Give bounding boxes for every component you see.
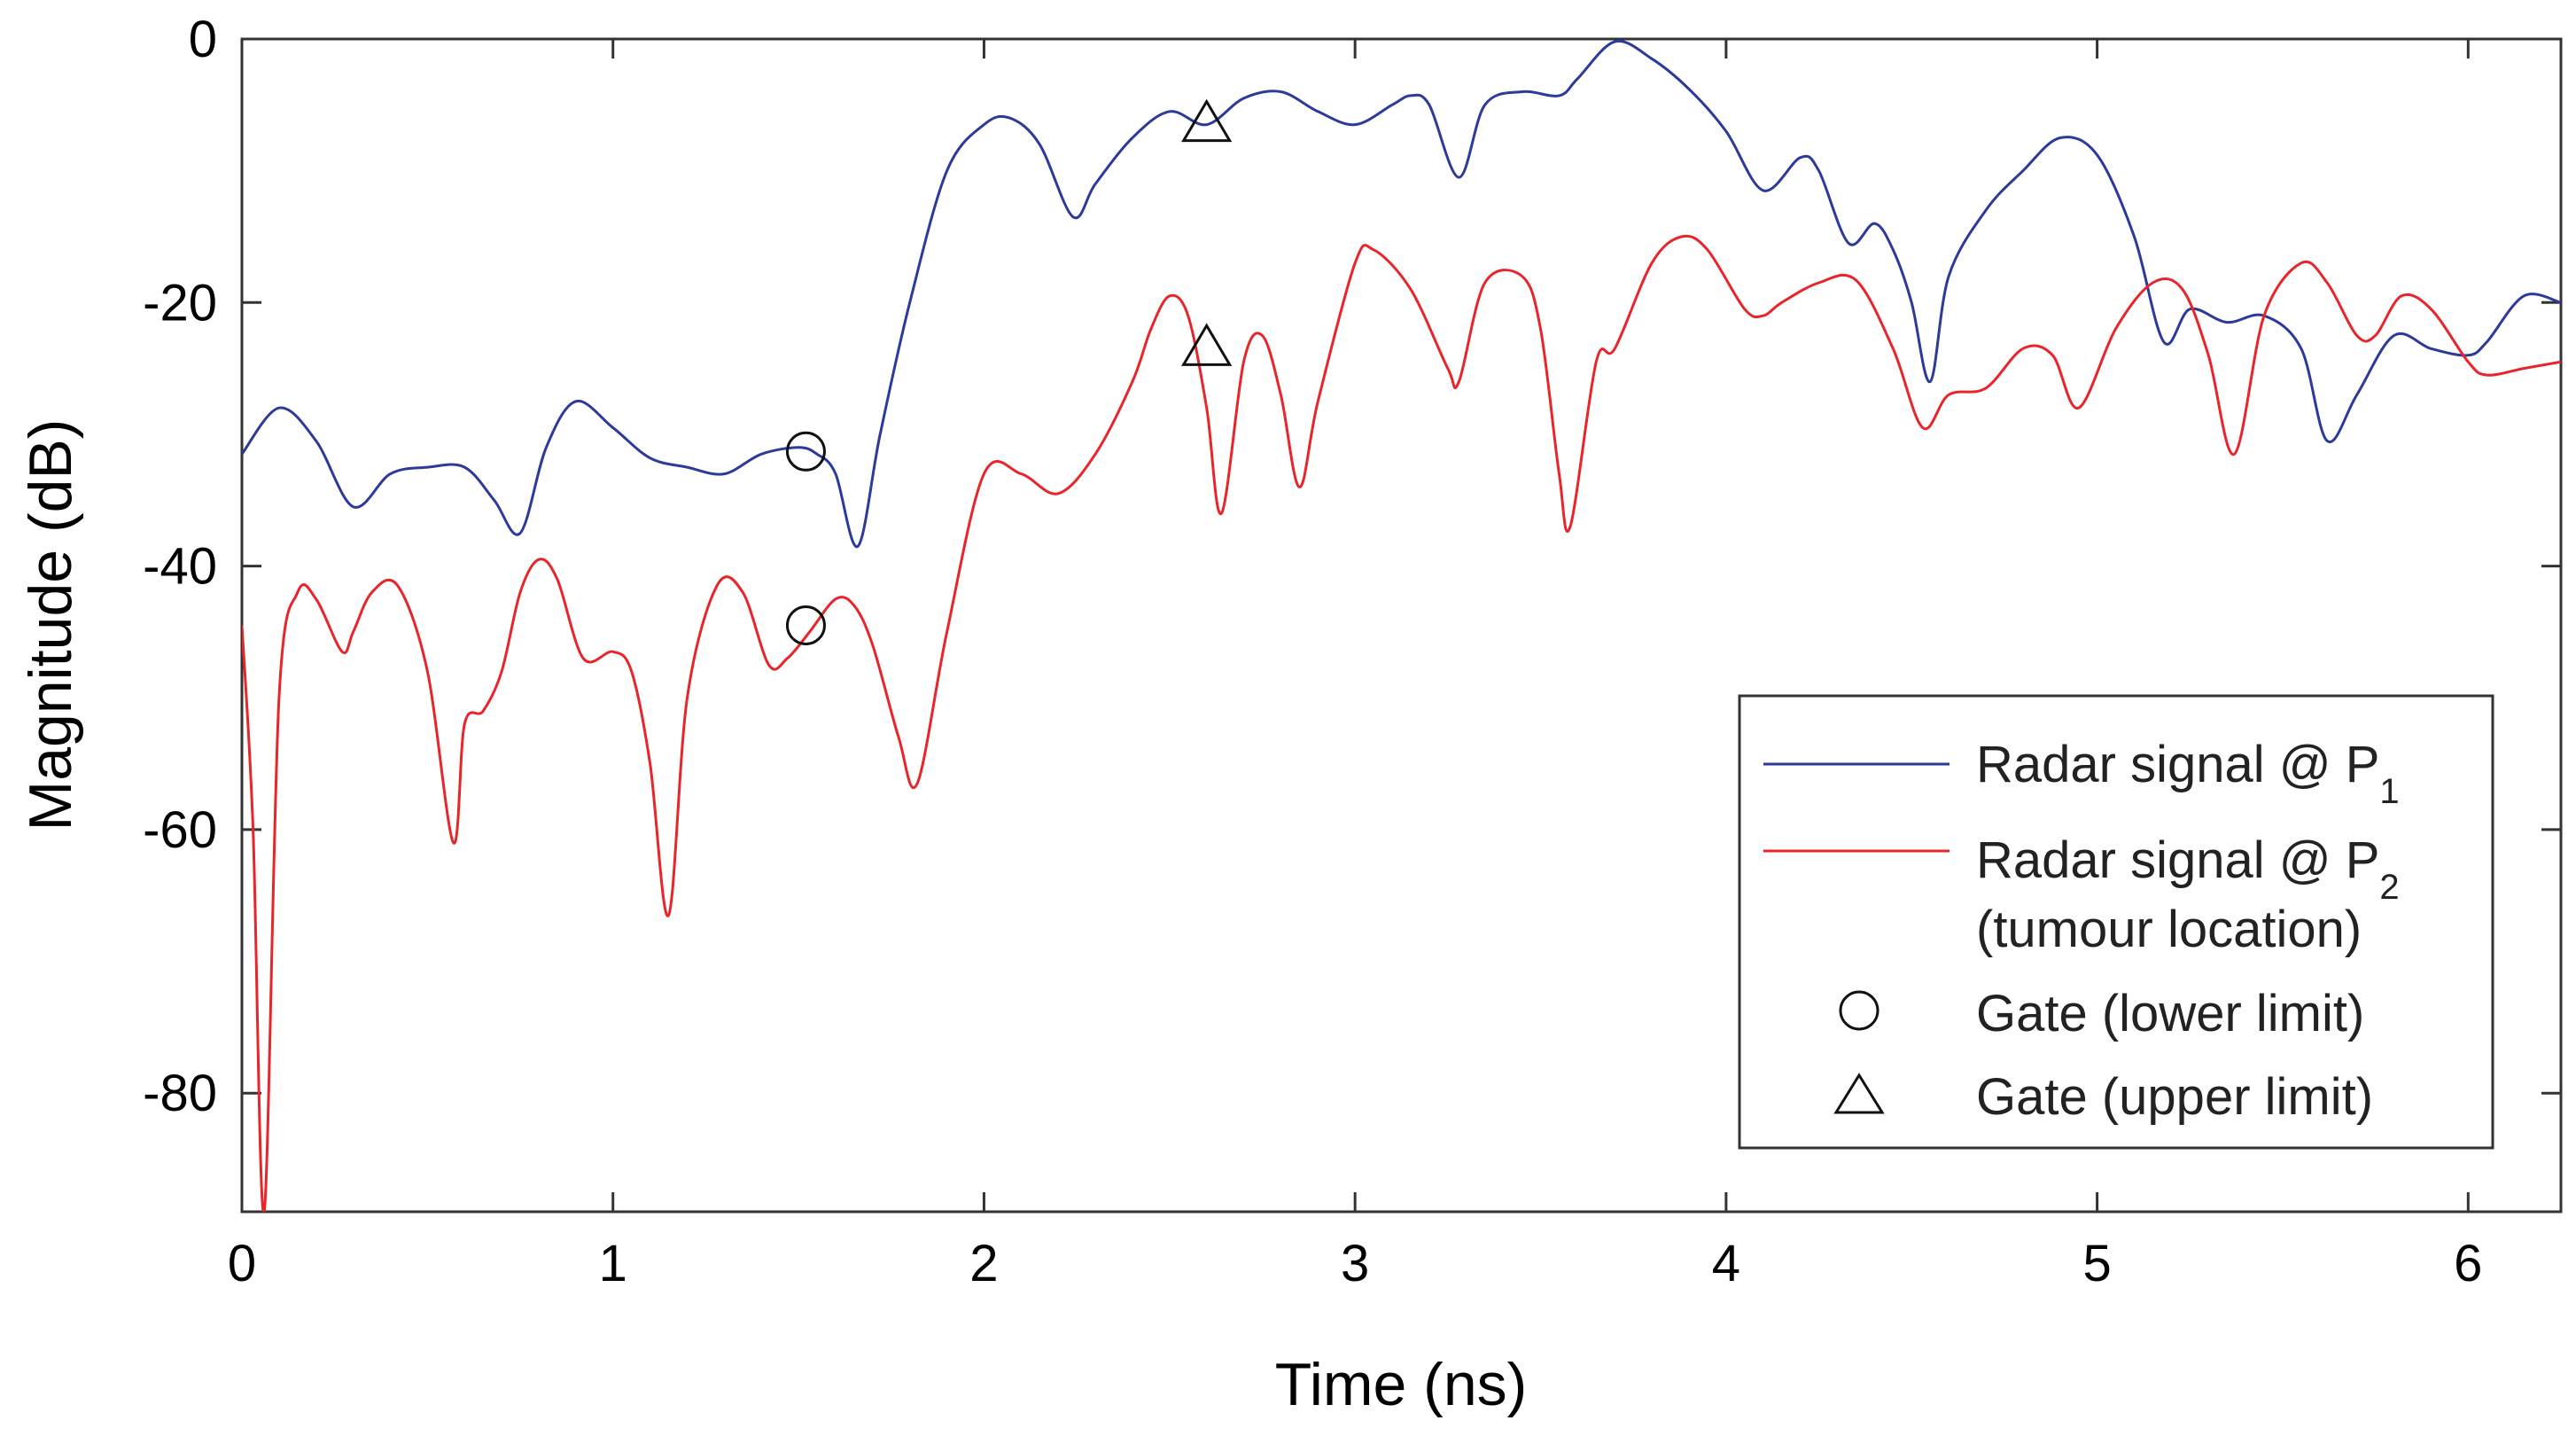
gate-lower-marker <box>785 431 826 472</box>
x-tick-label: 3 <box>1341 1235 1369 1292</box>
y-axis-label: Magnitude (dB) <box>17 419 84 831</box>
legend-label-p1-sub: 1 <box>2379 772 2399 811</box>
legend-box <box>1738 694 2494 1150</box>
series-line-2 <box>242 234 2561 1212</box>
legend-label-gate-lower: Gate (lower limit) <box>1976 985 2364 1042</box>
y-tick-label: -60 <box>143 801 217 859</box>
x-tick-label: 2 <box>969 1235 998 1292</box>
legend-label-p2-sub: 2 <box>2379 868 2399 907</box>
legend-label-gate-upper: Gate (upper limit) <box>1976 1068 2373 1126</box>
markers-layer <box>785 98 1233 645</box>
legend-label-p2: Radar signal @ P2 <box>1976 831 2400 907</box>
gate-upper-marker <box>1181 323 1233 366</box>
x-tick-label: 5 <box>2082 1235 2111 1292</box>
series-layer <box>242 39 2561 1212</box>
x-tick-label: 4 <box>1712 1235 1740 1292</box>
y-tick-label: -20 <box>143 274 217 332</box>
legend: Radar signal @ P1 Radar signal @ P2 (tum… <box>1738 694 2494 1150</box>
legend-circle-marker <box>1839 990 1879 1031</box>
legend-label-p1: Radar signal @ P1 <box>1976 736 2400 811</box>
ticks-layer: 0 1 2 3 4 5 6 0 -20 -40 -60 -80 <box>143 11 2561 1292</box>
y-tick-label: 0 <box>189 11 217 68</box>
legend-triangle-marker <box>1833 1073 1885 1114</box>
legend-label-p1-text: Radar signal @ P <box>1976 736 2379 793</box>
gate-upper-marker <box>1181 98 1233 143</box>
y-tick-label: -40 <box>143 538 217 596</box>
gate-lower-marker <box>785 605 826 645</box>
x-axis-label: Time (ns) <box>1275 1351 1528 1418</box>
y-tick-label: -80 <box>143 1065 217 1122</box>
legend-label-p2-text: Radar signal @ P <box>1976 831 2379 889</box>
x-tick-label: 0 <box>228 1235 256 1292</box>
x-tick-label: 6 <box>2454 1235 2482 1292</box>
x-tick-label: 1 <box>599 1235 627 1292</box>
legend-label-p2-line2: (tumour location) <box>1976 901 2362 958</box>
series-line-1 <box>242 39 2561 548</box>
